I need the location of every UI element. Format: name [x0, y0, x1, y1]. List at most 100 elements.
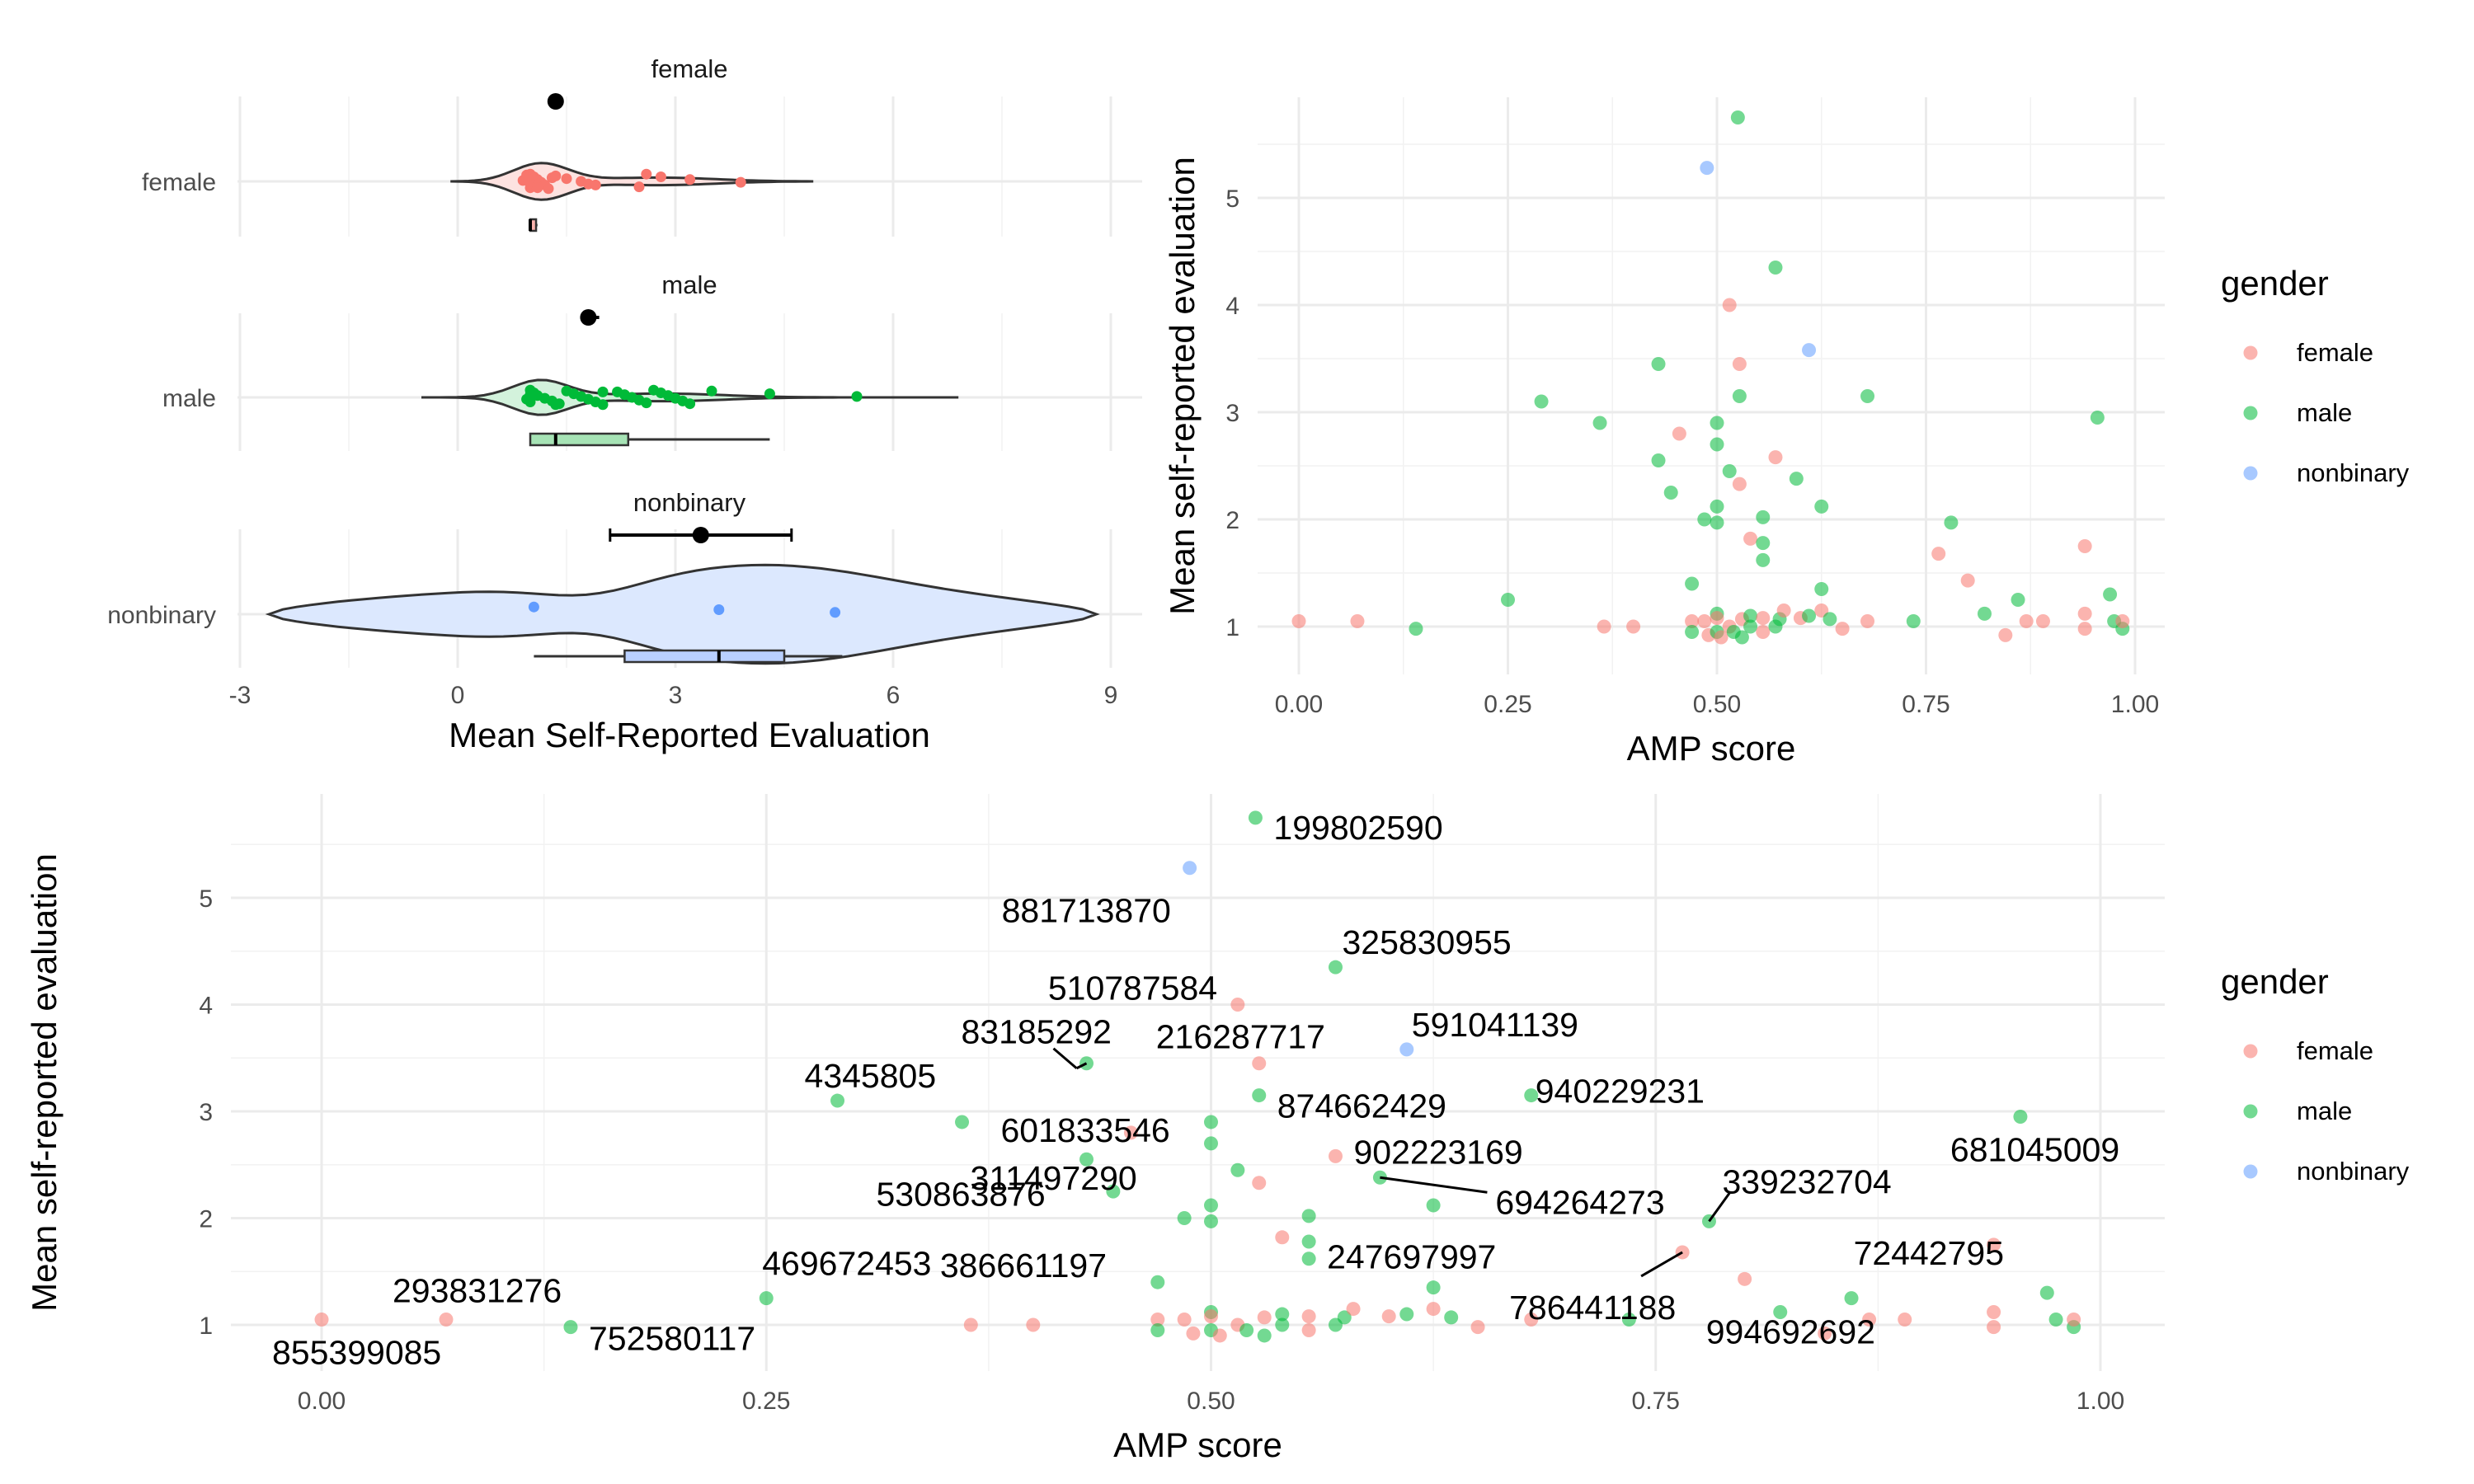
scatter-point — [1301, 1252, 1316, 1266]
point-label: 874662429 — [1277, 1087, 1446, 1125]
point-label: 216287717 — [1156, 1018, 1325, 1056]
scatter-point — [1204, 1136, 1218, 1151]
scatter-point — [1123, 1125, 1138, 1140]
raw-point — [597, 386, 609, 397]
label-segment — [1075, 1062, 1088, 1070]
raw-point — [532, 182, 543, 194]
scatter-point — [1756, 611, 1771, 626]
point-label: 72442795 — [1854, 1234, 2004, 1272]
raw-point — [543, 183, 554, 195]
box-body — [529, 432, 630, 447]
scatter-point — [1177, 1211, 1192, 1225]
scatter-point — [1732, 477, 1747, 491]
y-axis-title: Mean self-reported evaluation — [25, 853, 63, 1312]
scatter-point — [1186, 1326, 1201, 1341]
facet-strip-label: nonbinary — [633, 488, 746, 517]
scatter-point — [1738, 1271, 1752, 1286]
scatter-point — [1768, 261, 1783, 275]
point-label: 4345805 — [805, 1057, 937, 1095]
label-segment — [1708, 1190, 1732, 1223]
scatter-point — [1534, 394, 1549, 409]
scatter-point — [1776, 603, 1791, 618]
scatter-point — [1301, 1322, 1316, 1337]
legend-key-nonbinary — [2243, 1164, 2258, 1179]
scatter-point — [2077, 622, 2092, 636]
scatter-point — [1275, 1307, 1290, 1322]
scatter-point — [1328, 960, 1343, 974]
y-tick-label: 5 — [199, 885, 213, 913]
mean-point — [547, 93, 564, 110]
point-label: 694264273 — [1495, 1183, 1664, 1221]
label-segment — [1640, 1251, 1683, 1278]
y-tick-label: 2 — [1225, 507, 1239, 534]
scatter-point — [1931, 547, 1946, 561]
scatter-point — [1906, 614, 1921, 628]
facet-strip-label: male — [661, 270, 717, 299]
scatter-point — [1301, 1234, 1316, 1249]
scatter-point — [1212, 1328, 1227, 1343]
legend-label-female: female — [2297, 338, 2373, 367]
scatter-point — [1291, 614, 1306, 628]
scatter-point — [1239, 1322, 1254, 1337]
scatter-point — [1710, 416, 1724, 430]
scatter-point — [1814, 603, 1829, 618]
scatter-point — [1426, 1198, 1441, 1213]
scatter-point — [2013, 1109, 2028, 1124]
scatter-point — [1756, 625, 1771, 639]
scatter-point — [2039, 1285, 2054, 1300]
x-tick-label: 0.50 — [1693, 691, 1741, 718]
scatter-point — [1621, 1313, 1636, 1327]
scatter-point — [2067, 1313, 2081, 1327]
raw-point — [597, 399, 609, 411]
scatter-point — [1026, 1317, 1041, 1332]
scatter-point — [2077, 539, 2092, 553]
label-segment — [1380, 1176, 1488, 1194]
scatter-point — [1987, 1304, 2001, 1319]
y-tick-label: 4 — [1225, 293, 1239, 320]
y-tick-label: 1 — [199, 1313, 213, 1340]
raw-point — [713, 604, 725, 615]
scatter-point — [1685, 576, 1700, 591]
category-label: female — [142, 169, 216, 196]
scatter-point — [1470, 1320, 1485, 1335]
legend-key-nonbinary — [2243, 466, 2258, 481]
scatter-point — [1399, 1042, 1414, 1057]
point-label: 752580117 — [589, 1320, 755, 1358]
scatter-point — [1183, 861, 1197, 876]
x-axis-title: AMP score — [1627, 729, 1796, 768]
scatter-point — [955, 1115, 970, 1129]
mean-point — [692, 527, 709, 543]
y-tick-label: 4 — [199, 993, 213, 1020]
scatter-point — [1275, 1317, 1290, 1332]
scatter-point — [1898, 1313, 1912, 1327]
scatter-point — [1944, 515, 1959, 530]
scatter-point — [1773, 1304, 1788, 1319]
point-label: 786441188 — [1509, 1289, 1676, 1327]
scatter-point — [1734, 630, 1749, 645]
scatter-point — [1252, 1088, 1267, 1103]
scatter-point — [1257, 1310, 1272, 1325]
scatter-point — [1426, 1302, 1441, 1317]
scatter-point — [563, 1320, 578, 1335]
scatter-point — [2035, 614, 2050, 628]
scatter-point — [1732, 389, 1747, 403]
legend-title: gender — [2221, 962, 2329, 1001]
point-label: 293831276 — [393, 1272, 562, 1310]
scatter-point — [1204, 1198, 1218, 1213]
y-tick-label: 5 — [1225, 186, 1239, 213]
raw-point — [764, 388, 775, 400]
scatter-point — [1710, 611, 1724, 626]
scatter-point — [1814, 582, 1829, 596]
x-tick-label: 3 — [669, 682, 683, 709]
scatter-point — [439, 1313, 454, 1327]
violin-male — [421, 378, 959, 416]
x-tick-label: 0.25 — [1484, 691, 1531, 718]
scatter-point — [1814, 499, 1829, 514]
scatter-point — [1328, 1148, 1343, 1163]
scatter-point — [1977, 606, 1992, 621]
violin-female — [450, 162, 814, 201]
legend-label-male: male — [2297, 398, 2352, 427]
bottom-labeled-scatter-panel: 0.00 0.25 0.50 0.75 1.00 1 2 3 4 5 AMP score Mean s… — [25, 794, 2410, 1464]
scatter-point — [1697, 512, 1712, 527]
raw-point — [684, 398, 696, 410]
